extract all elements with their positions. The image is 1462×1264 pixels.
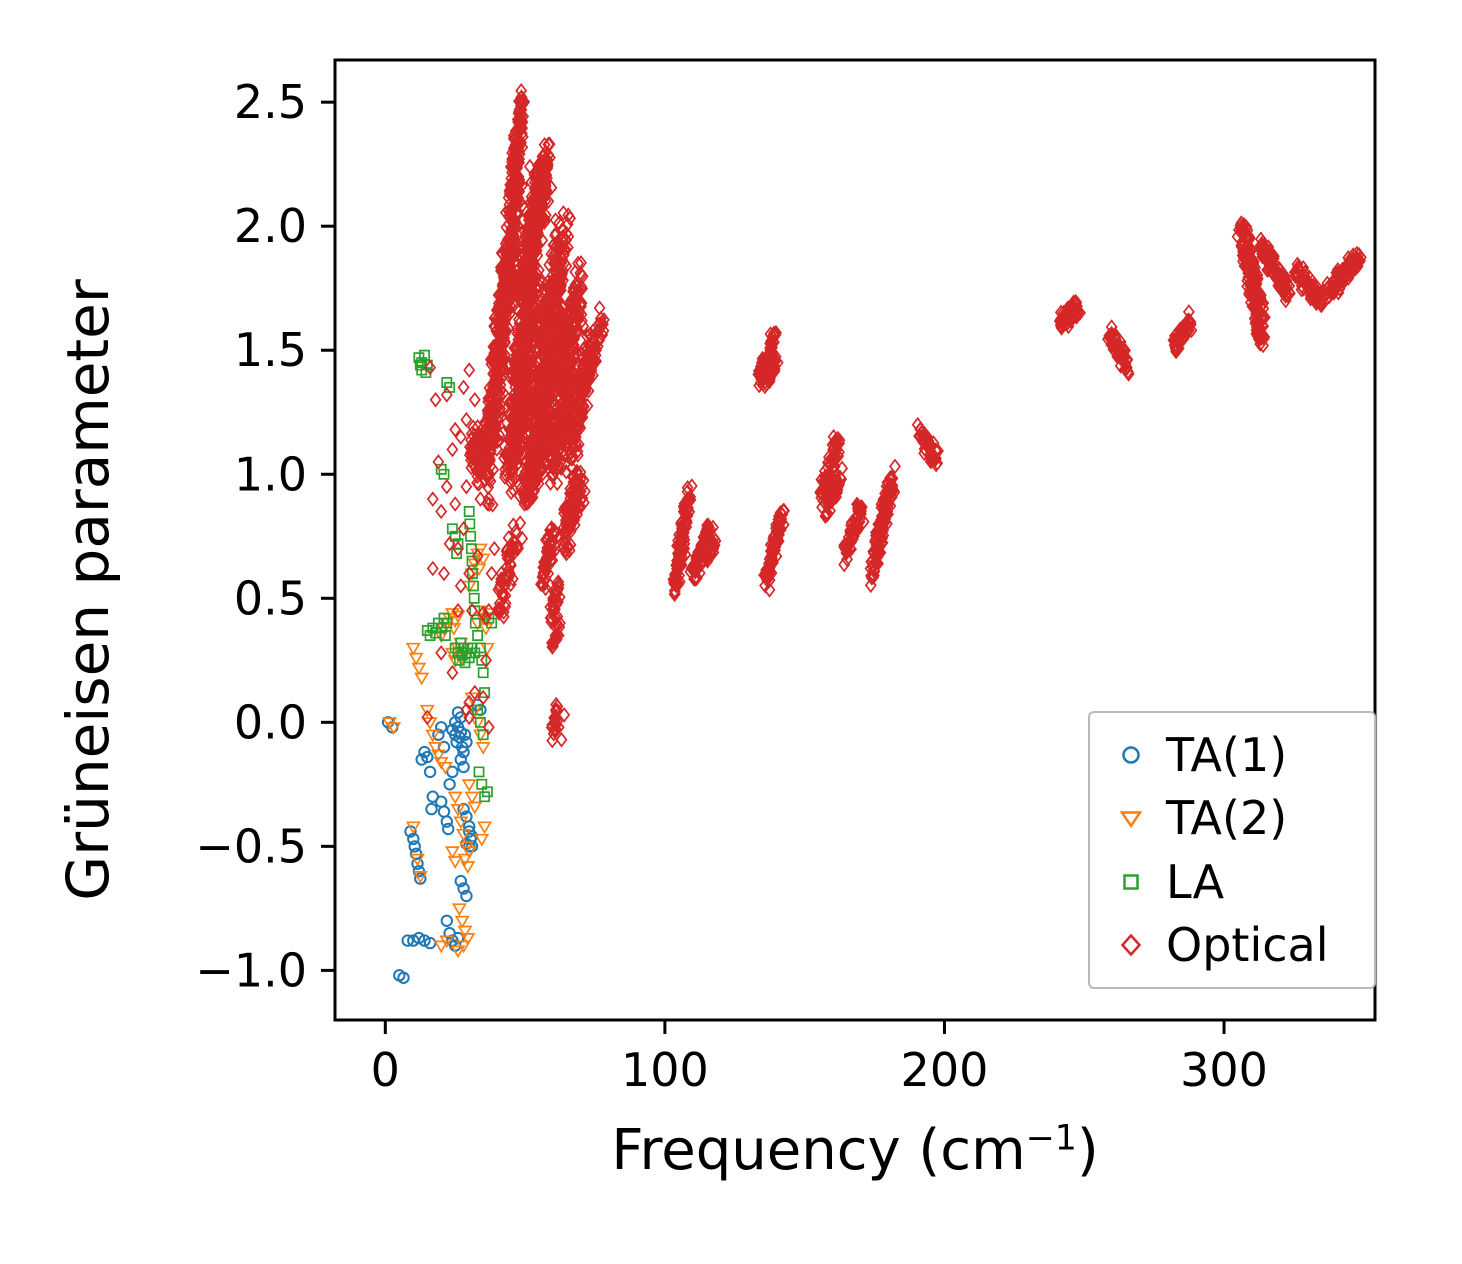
- x-tick-label: 200: [901, 1043, 989, 1097]
- legend-item-ta2: TA(2): [1116, 795, 1374, 841]
- y-tick-label: 1.5: [234, 323, 307, 377]
- legend-item-ta1: TA(1): [1116, 732, 1374, 778]
- x-axis-label-close: ): [1076, 1118, 1099, 1183]
- circle-marker-icon: [1122, 746, 1140, 764]
- diamond-marker-icon: [1120, 933, 1142, 957]
- y-tick-label: 0.5: [234, 571, 307, 625]
- y-tick-label: 2.0: [234, 199, 307, 253]
- x-axis-label: Frequency (cm−1): [335, 1118, 1375, 1183]
- y-tick-label: 2.5: [234, 75, 307, 129]
- x-tick-label: 0: [371, 1043, 400, 1097]
- plot-border: [333, 58, 1377, 1022]
- y-tick-label: 1.0: [234, 447, 307, 501]
- y-axis-label: Grüneisen parameter: [54, 279, 122, 901]
- x-tick-label: 300: [1180, 1043, 1268, 1097]
- series-TA(2): [382, 543, 497, 959]
- legend-label-optical: Optical: [1166, 918, 1329, 973]
- data-points: [381, 83, 1367, 984]
- legend-item-la: LA: [1116, 859, 1374, 905]
- legend-item-optical: Optical: [1116, 922, 1374, 968]
- y-tick-label: 0.0: [234, 695, 307, 749]
- series-Optical: [421, 83, 1367, 749]
- legend-label-ta2: TA(2): [1166, 791, 1288, 846]
- x-axis-label-superscript: −1: [1025, 1118, 1077, 1159]
- y-tick-label: −0.5: [195, 819, 307, 873]
- legend: TA(1) TA(2) LA Optical: [1088, 711, 1376, 989]
- x-tick-label: 100: [621, 1043, 709, 1097]
- x-axis-label-text: Frequency (cm: [611, 1118, 1026, 1183]
- y-tick-label: −1.0: [195, 943, 307, 997]
- triangle-down-marker-icon: [1119, 811, 1143, 829]
- legend-label-ta1: TA(1): [1166, 727, 1288, 782]
- legend-label-la: LA: [1166, 854, 1225, 909]
- square-marker-icon: [1123, 874, 1139, 890]
